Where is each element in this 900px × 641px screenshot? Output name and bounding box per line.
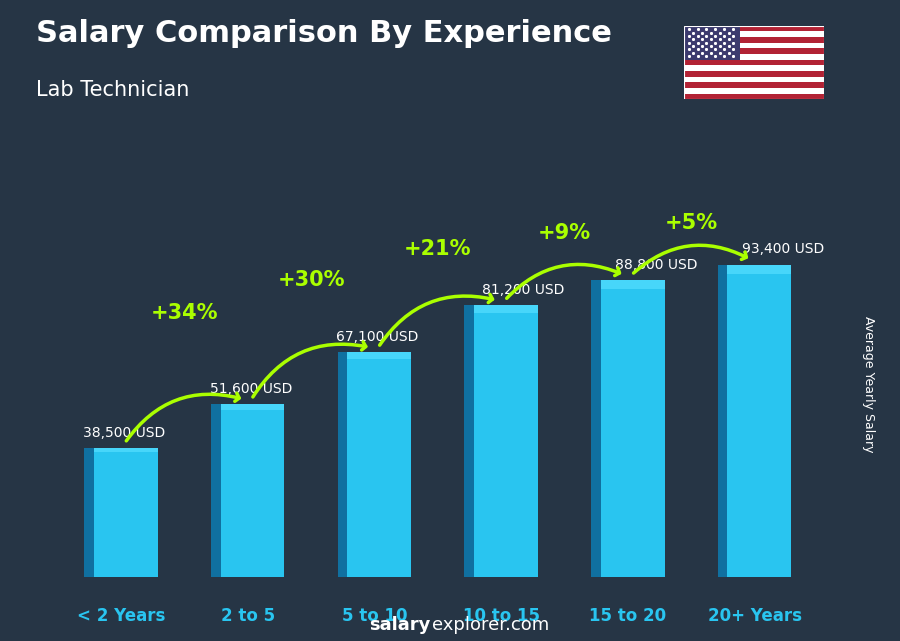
- Bar: [684, 48, 824, 54]
- Bar: [591, 280, 600, 577]
- Bar: [464, 305, 474, 577]
- Text: 38,500 USD: 38,500 USD: [83, 426, 166, 440]
- Bar: [684, 82, 824, 88]
- Text: +9%: +9%: [538, 222, 591, 242]
- Text: 15 to 20: 15 to 20: [590, 607, 666, 625]
- Bar: [94, 448, 158, 452]
- Bar: [684, 88, 824, 94]
- Bar: [727, 265, 791, 274]
- Text: salary: salary: [369, 616, 430, 634]
- Text: Lab Technician: Lab Technician: [36, 80, 189, 100]
- Bar: [220, 404, 284, 577]
- Bar: [85, 448, 94, 577]
- Text: +5%: +5%: [664, 213, 717, 233]
- Text: 67,100 USD: 67,100 USD: [337, 330, 419, 344]
- Bar: [684, 26, 824, 31]
- Bar: [600, 280, 664, 577]
- Bar: [684, 71, 824, 77]
- Bar: [220, 404, 284, 410]
- Text: +34%: +34%: [150, 303, 218, 324]
- Bar: [474, 305, 538, 313]
- Text: +21%: +21%: [404, 239, 472, 259]
- Text: explorer.com: explorer.com: [432, 616, 549, 634]
- Bar: [347, 353, 411, 577]
- Text: 93,400 USD: 93,400 USD: [742, 242, 824, 256]
- Text: 10 to 15: 10 to 15: [463, 607, 540, 625]
- Bar: [718, 265, 727, 577]
- Bar: [684, 31, 824, 37]
- Text: 88,800 USD: 88,800 USD: [615, 258, 698, 272]
- Bar: [94, 448, 158, 577]
- Bar: [211, 404, 220, 577]
- Bar: [474, 305, 538, 577]
- Text: Salary Comparison By Experience: Salary Comparison By Experience: [36, 19, 612, 48]
- Bar: [684, 65, 824, 71]
- Text: Average Yearly Salary: Average Yearly Salary: [862, 317, 875, 453]
- Text: 20+ Years: 20+ Years: [707, 607, 802, 625]
- Bar: [684, 54, 824, 60]
- Bar: [684, 94, 824, 99]
- Bar: [684, 60, 824, 65]
- Bar: [727, 265, 791, 577]
- Text: +30%: +30%: [277, 270, 345, 290]
- Bar: [684, 26, 740, 60]
- Bar: [347, 353, 411, 359]
- Text: 51,600 USD: 51,600 USD: [210, 382, 292, 396]
- Text: 5 to 10: 5 to 10: [342, 607, 407, 625]
- Bar: [600, 280, 664, 289]
- Bar: [338, 353, 347, 577]
- Bar: [684, 37, 824, 43]
- Text: 81,200 USD: 81,200 USD: [482, 283, 564, 297]
- Bar: [684, 43, 824, 48]
- Bar: [684, 77, 824, 82]
- Text: 2 to 5: 2 to 5: [220, 607, 274, 625]
- Text: < 2 Years: < 2 Years: [76, 607, 166, 625]
